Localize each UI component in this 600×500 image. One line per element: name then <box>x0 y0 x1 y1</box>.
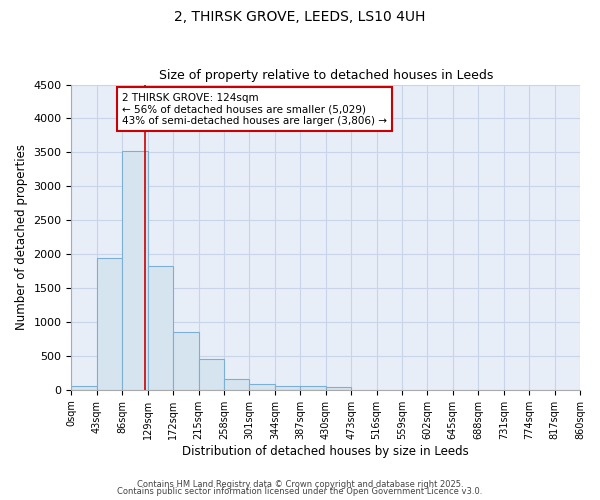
Text: Contains HM Land Registry data © Crown copyright and database right 2025.: Contains HM Land Registry data © Crown c… <box>137 480 463 489</box>
Bar <box>275 386 300 390</box>
Bar <box>71 386 97 390</box>
Bar <box>199 360 224 390</box>
Bar <box>173 332 199 390</box>
Text: 2 THIRSK GROVE: 124sqm
← 56% of detached houses are smaller (5,029)
43% of semi-: 2 THIRSK GROVE: 124sqm ← 56% of detached… <box>122 92 387 126</box>
Text: Contains public sector information licensed under the Open Government Licence v3: Contains public sector information licen… <box>118 487 482 496</box>
Bar <box>326 387 351 390</box>
Bar <box>148 266 173 390</box>
Bar <box>300 386 326 390</box>
Bar <box>224 379 250 390</box>
Title: Size of property relative to detached houses in Leeds: Size of property relative to detached ho… <box>158 69 493 82</box>
Bar <box>122 151 148 390</box>
Bar <box>250 384 275 390</box>
Text: 2, THIRSK GROVE, LEEDS, LS10 4UH: 2, THIRSK GROVE, LEEDS, LS10 4UH <box>175 10 425 24</box>
Bar <box>97 258 122 390</box>
X-axis label: Distribution of detached houses by size in Leeds: Distribution of detached houses by size … <box>182 444 469 458</box>
Y-axis label: Number of detached properties: Number of detached properties <box>15 144 28 330</box>
